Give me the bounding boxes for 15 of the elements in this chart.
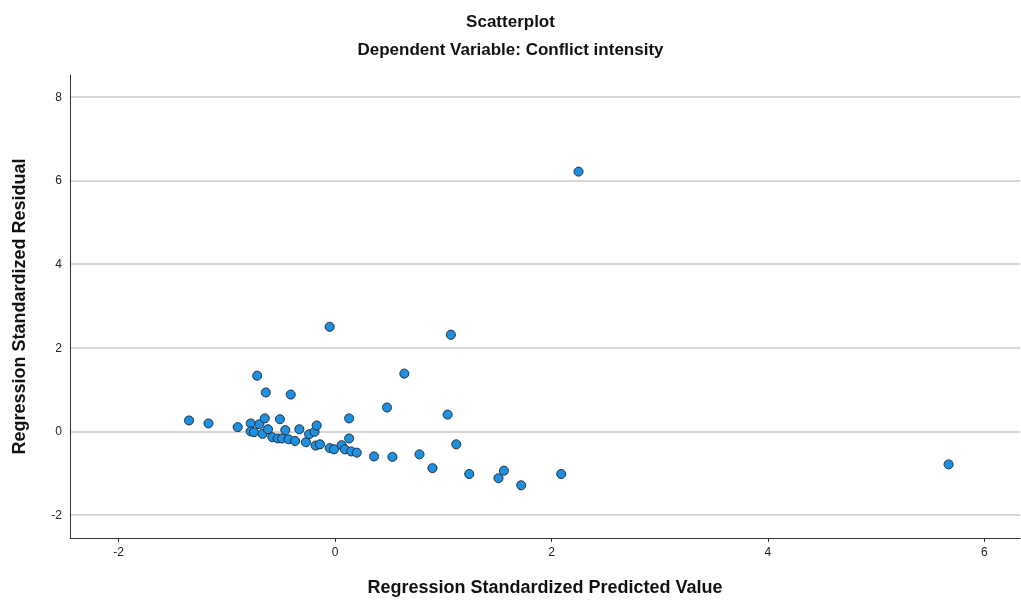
x-tick-label: 4	[764, 545, 772, 559]
x-tick-label: 0	[331, 545, 339, 559]
y-tick-label: 4	[55, 257, 63, 272]
y-tick-label: -2	[51, 508, 63, 522]
y-axis-title: Regression Standardized Residual	[9, 158, 29, 455]
x-axis-title: Regression Standardized Predicted Value	[367, 577, 723, 597]
y-tick-label: 0	[55, 424, 63, 439]
y-tick-label: 6	[55, 173, 63, 188]
chart-title: Scatterplot	[466, 12, 556, 31]
y-tick-label: 2	[55, 340, 63, 355]
x-tick-label: -2	[113, 545, 125, 559]
chart-subtitle: Dependent Variable: Conflict intensity	[357, 40, 665, 59]
y-tick-label: 8	[55, 89, 63, 104]
x-tick-label: 6	[980, 545, 988, 559]
x-tick-label: 2	[548, 545, 556, 559]
